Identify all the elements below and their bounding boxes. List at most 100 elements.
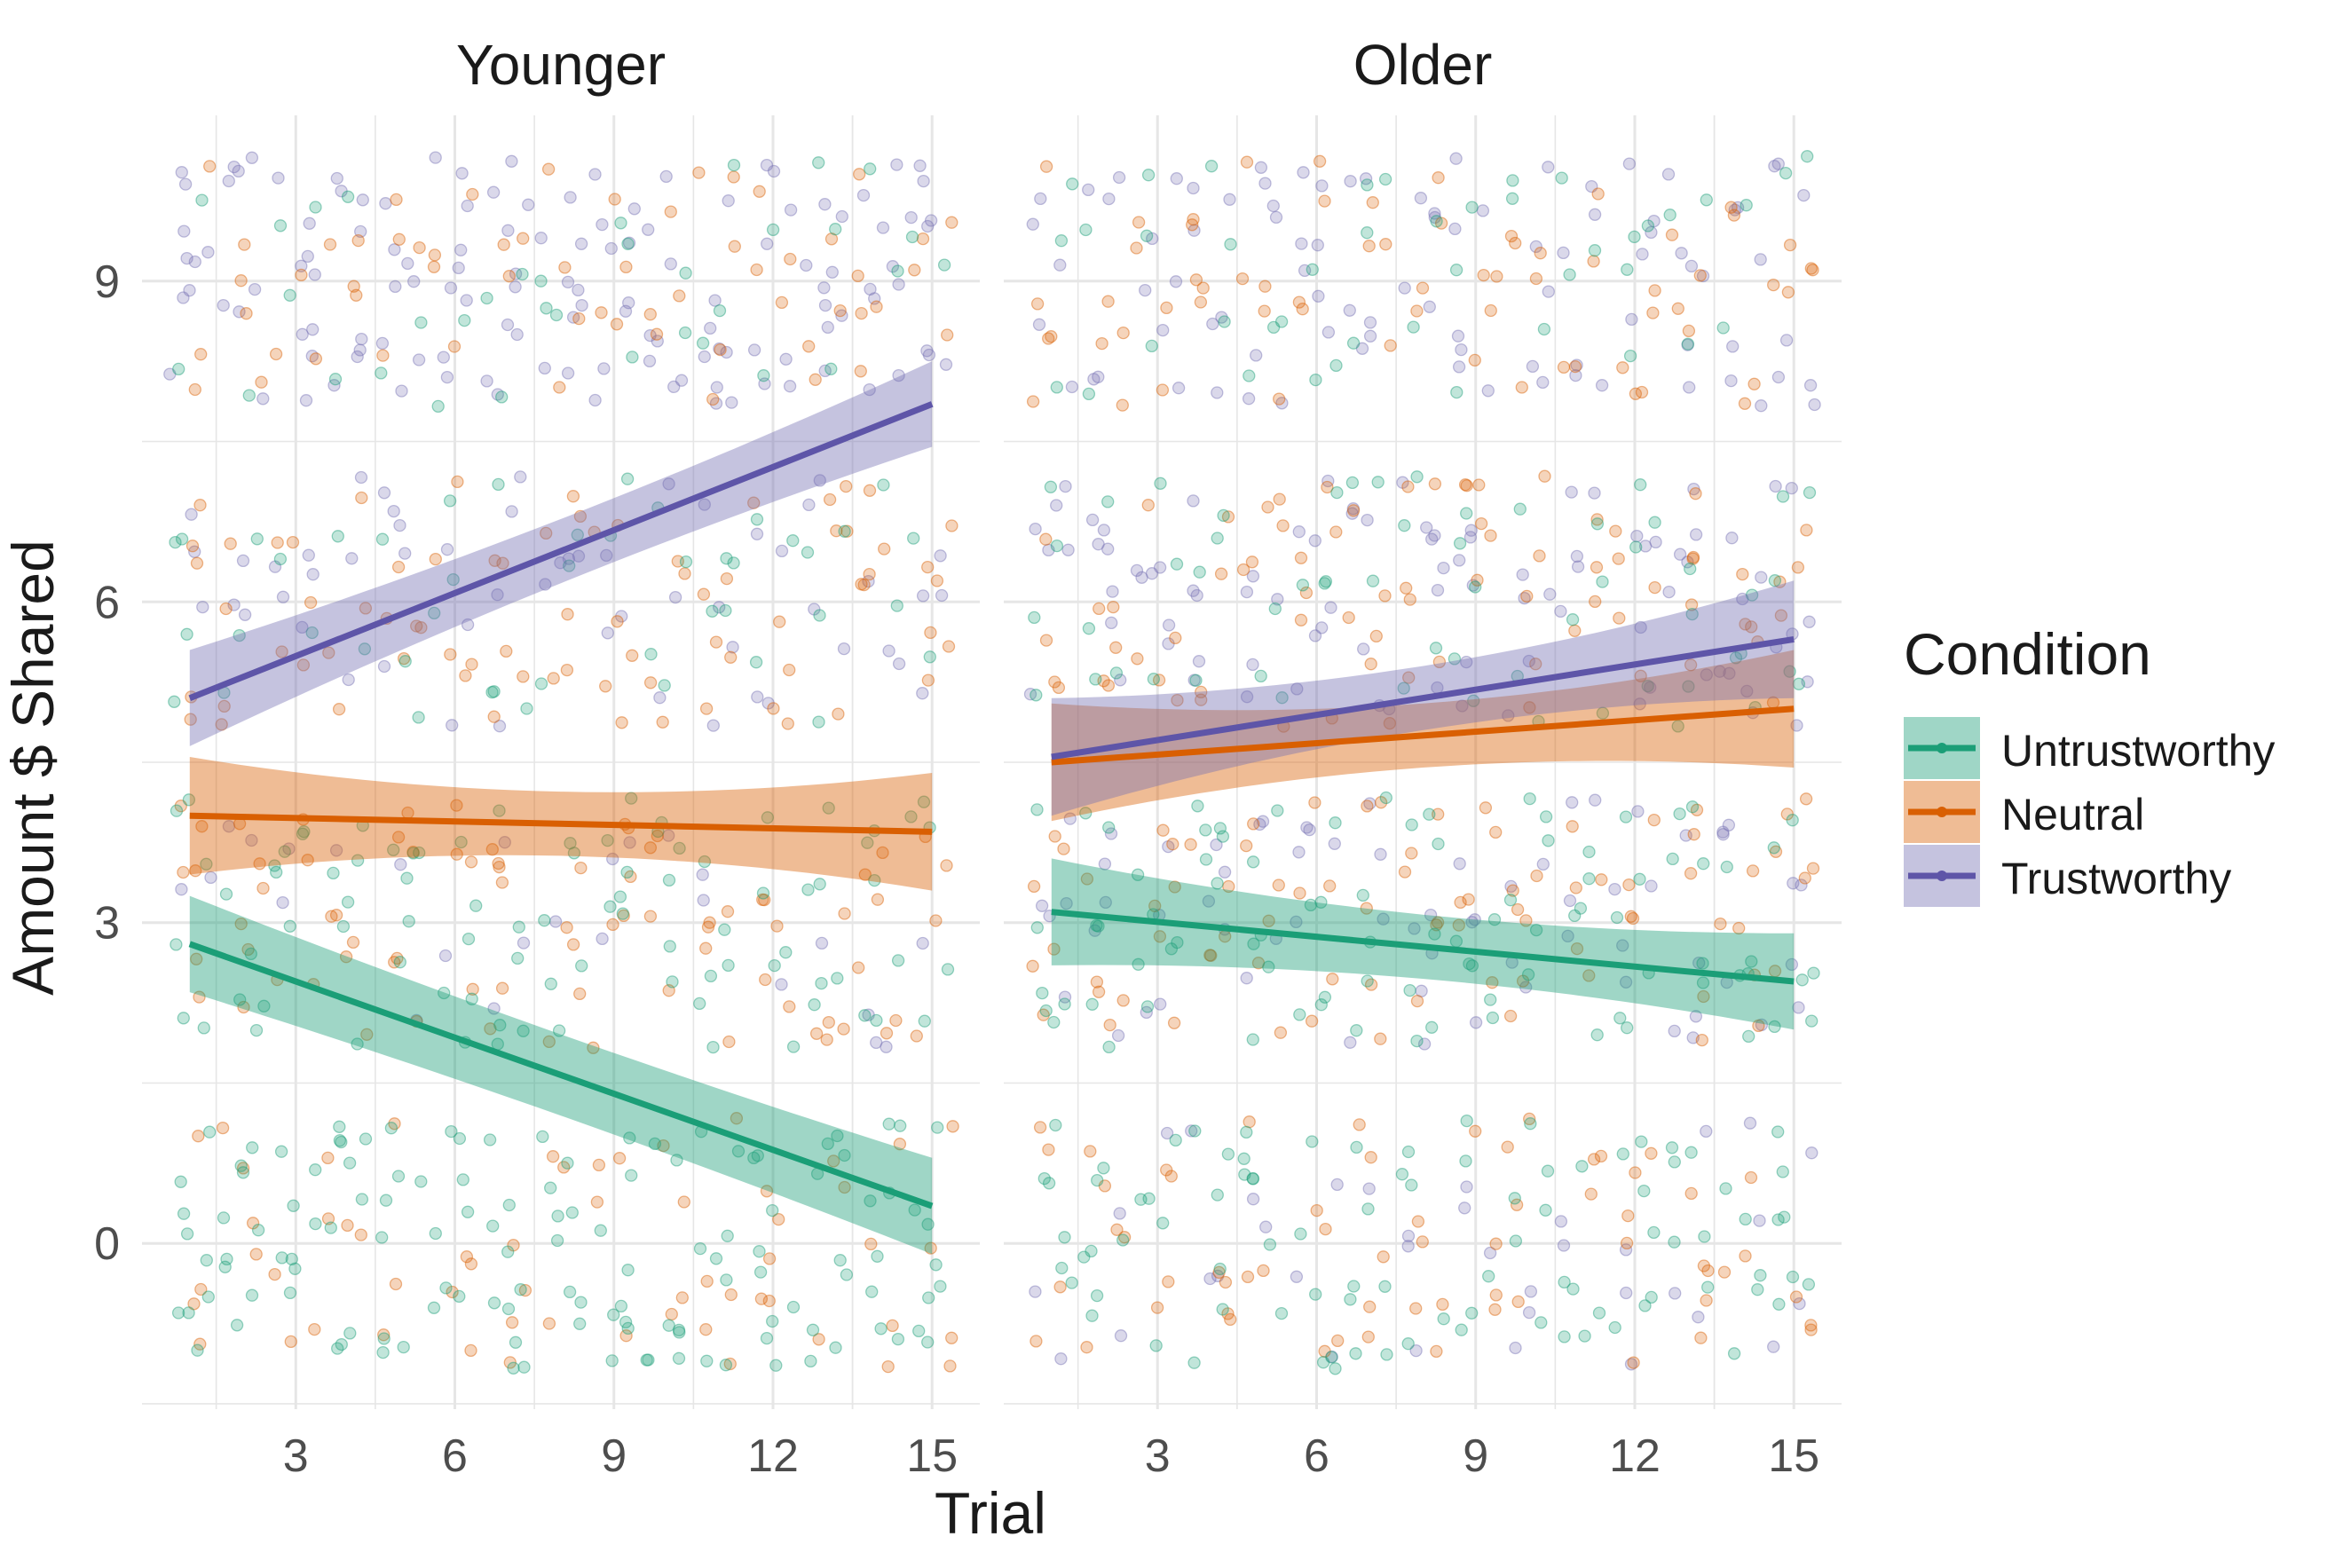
data-point-untrustworthy bbox=[257, 999, 271, 1013]
data-point-trustworthy bbox=[236, 554, 250, 568]
data-point-neutral bbox=[812, 1333, 825, 1346]
data-point-untrustworthy bbox=[1778, 1210, 1791, 1224]
data-point-untrustworthy bbox=[249, 1023, 264, 1037]
data-point-trustworthy bbox=[1088, 924, 1101, 937]
data-point-neutral bbox=[1240, 839, 1253, 853]
data-point-trustworthy bbox=[1054, 1352, 1068, 1366]
data-point-trustworthy bbox=[1519, 981, 1533, 994]
data-point-neutral bbox=[1645, 1146, 1658, 1160]
data-point-trustworthy bbox=[1428, 210, 1441, 225]
data-point-neutral bbox=[1403, 593, 1416, 606]
data-point-trustworthy bbox=[725, 396, 738, 409]
data-point-neutral bbox=[1626, 911, 1640, 926]
data-point-neutral bbox=[1131, 652, 1144, 666]
data-point-trustworthy bbox=[1256, 815, 1270, 828]
data-point-untrustworthy bbox=[1768, 574, 1782, 587]
data-point-trustworthy bbox=[825, 265, 839, 279]
data-point-untrustworthy bbox=[662, 1319, 675, 1332]
data-point-untrustworthy bbox=[614, 1299, 628, 1313]
data-point-untrustworthy bbox=[1513, 502, 1527, 516]
data-point-trustworthy bbox=[886, 260, 900, 273]
data-point-untrustworthy bbox=[1066, 177, 1079, 191]
data-point-untrustworthy bbox=[495, 390, 509, 404]
data-point-untrustworthy bbox=[1700, 193, 1713, 207]
data-point-untrustworthy bbox=[375, 532, 390, 546]
data-point-untrustworthy bbox=[1296, 579, 1310, 592]
data-point-untrustworthy bbox=[871, 1249, 884, 1263]
data-point-untrustworthy bbox=[678, 326, 692, 340]
data-point-trustworthy bbox=[664, 257, 677, 271]
data-point-neutral bbox=[1489, 825, 1503, 839]
data-point-trustworthy bbox=[1377, 912, 1390, 926]
data-point-trustworthy bbox=[572, 549, 586, 563]
data-point-trustworthy bbox=[751, 690, 764, 704]
data-point-trustworthy bbox=[920, 344, 934, 358]
data-point-untrustworthy bbox=[1243, 369, 1256, 382]
data-point-trustworthy bbox=[1661, 168, 1676, 181]
data-point-trustworthy bbox=[1692, 1311, 1705, 1324]
data-point-untrustworthy bbox=[429, 1226, 442, 1241]
data-point-trustworthy bbox=[1449, 152, 1463, 165]
data-point-neutral bbox=[1436, 1297, 1449, 1312]
data-point-neutral bbox=[447, 340, 462, 353]
data-point-trustworthy bbox=[1092, 538, 1105, 551]
x-tick-label: 3 bbox=[1145, 1430, 1171, 1482]
data-point-neutral bbox=[1635, 385, 1649, 399]
data-point-neutral bbox=[942, 640, 956, 653]
data-point-neutral bbox=[322, 646, 335, 659]
data-point-neutral bbox=[1515, 381, 1528, 394]
data-point-neutral bbox=[1402, 671, 1416, 684]
data-point-neutral bbox=[1364, 1151, 1377, 1164]
data-point-untrustworthy bbox=[874, 1322, 888, 1336]
data-point-trustworthy bbox=[1696, 269, 1710, 283]
data-point-trustworthy bbox=[196, 600, 209, 614]
data-point-untrustworthy bbox=[1588, 244, 1602, 257]
data-point-neutral bbox=[857, 578, 871, 592]
data-point-untrustworthy bbox=[242, 389, 256, 402]
data-point-untrustworthy bbox=[1145, 339, 1158, 353]
data-point-neutral bbox=[1224, 1312, 1237, 1327]
data-point-trustworthy bbox=[1290, 915, 1303, 929]
data-point-trustworthy bbox=[1437, 561, 1450, 575]
data-point-neutral bbox=[783, 1000, 796, 1013]
data-point-trustworthy bbox=[1357, 642, 1370, 656]
data-point-untrustworthy bbox=[1306, 263, 1319, 276]
data-point-untrustworthy bbox=[175, 532, 189, 546]
data-point-trustworthy bbox=[1638, 540, 1653, 553]
data-point-untrustworthy bbox=[672, 1323, 686, 1337]
data-point-neutral bbox=[1800, 524, 1813, 537]
data-point-neutral bbox=[1570, 942, 1584, 956]
data-point-untrustworthy bbox=[501, 1245, 515, 1258]
data-point-untrustworthy bbox=[343, 1327, 357, 1340]
bands-layer bbox=[189, 361, 1795, 1255]
data-point-trustworthy bbox=[1801, 675, 1814, 689]
data-point-untrustworthy bbox=[766, 1314, 779, 1328]
data-point-neutral bbox=[1629, 387, 1643, 400]
data-point-neutral bbox=[215, 718, 228, 731]
data-point-untrustworthy bbox=[1805, 1014, 1818, 1028]
data-point-untrustworthy bbox=[170, 804, 184, 817]
data-point-trustworthy bbox=[1557, 1239, 1571, 1252]
data-point-untrustworthy bbox=[493, 804, 506, 817]
data-point-neutral bbox=[851, 269, 864, 283]
data-point-neutral bbox=[677, 1195, 690, 1209]
data-point-trustworthy bbox=[353, 343, 367, 357]
data-point-trustworthy bbox=[864, 282, 877, 296]
data-point-untrustworthy bbox=[1779, 166, 1793, 180]
data-point-untrustworthy bbox=[1698, 1230, 1711, 1243]
data-point-untrustworthy bbox=[1092, 919, 1105, 933]
data-point-neutral bbox=[497, 238, 510, 251]
data-point-untrustworthy bbox=[1541, 1164, 1555, 1178]
data-point-untrustworthy bbox=[753, 1265, 768, 1279]
data-point-untrustworthy bbox=[941, 963, 955, 976]
data-point-untrustworthy bbox=[236, 1166, 250, 1179]
data-point-trustworthy bbox=[1211, 386, 1224, 399]
data-point-neutral bbox=[1684, 658, 1698, 672]
data-point-untrustworthy bbox=[604, 900, 617, 913]
data-point-untrustworthy bbox=[168, 695, 181, 708]
data-point-trustworthy bbox=[487, 1002, 501, 1015]
data-point-neutral bbox=[770, 919, 784, 933]
data-point-neutral bbox=[1152, 674, 1166, 687]
data-point-untrustworthy bbox=[1325, 1351, 1338, 1364]
data-point-neutral bbox=[217, 699, 231, 713]
